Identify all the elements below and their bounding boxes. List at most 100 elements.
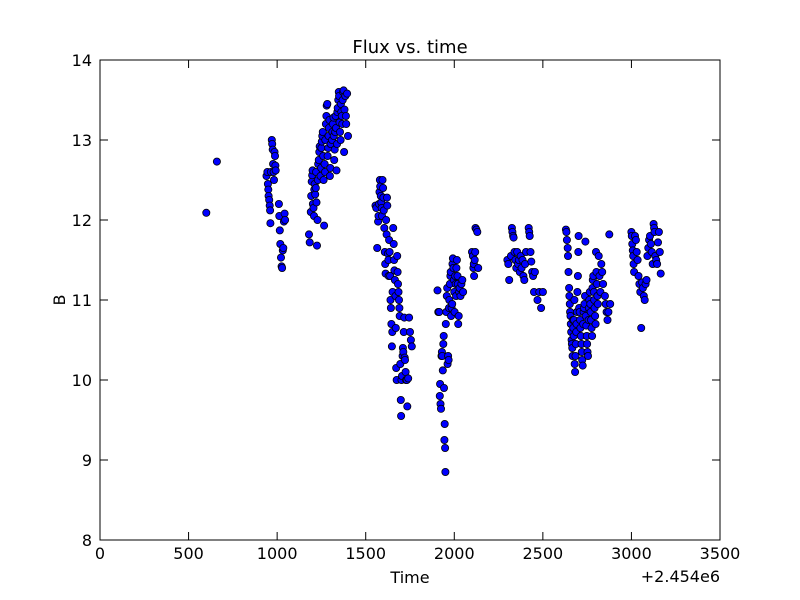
data-point (405, 327, 414, 336)
data-point (594, 251, 603, 260)
data-point (509, 233, 518, 242)
data-point (591, 311, 600, 320)
data-point (312, 241, 321, 250)
data-point (573, 271, 582, 280)
data-point (632, 247, 641, 256)
data-point (574, 247, 583, 256)
data-point (653, 259, 662, 268)
data-point (438, 366, 447, 375)
data-point (448, 299, 457, 308)
data-point (270, 151, 279, 160)
data-point (304, 230, 313, 239)
data-point (525, 231, 534, 240)
data-point (386, 303, 395, 312)
data-point (336, 135, 345, 144)
data-point (473, 227, 482, 236)
data-point (642, 275, 651, 284)
x-tick-label: 1000 (257, 544, 298, 563)
data-point (393, 251, 402, 260)
data-point (342, 120, 351, 129)
data-point (470, 271, 479, 280)
data-point (281, 215, 290, 224)
plot-frame (99, 59, 721, 541)
data-point (332, 166, 341, 175)
data-point (340, 147, 349, 156)
points-layer (202, 86, 665, 476)
data-point (606, 299, 615, 308)
data-point (504, 259, 513, 268)
y-axis-label: B (50, 295, 69, 306)
data-point (530, 267, 539, 276)
data-point (323, 100, 332, 109)
data-point (533, 295, 542, 304)
data-point (212, 157, 221, 166)
data-point (436, 404, 445, 413)
y-tick-label: 8 (82, 531, 92, 550)
data-point (538, 287, 547, 296)
ticks-layer: 0 500 1000 1500 2000 2500 3000 3500 8 9 10 11 12 13 14 (72, 51, 741, 563)
data-point (319, 175, 328, 184)
data-point (387, 342, 396, 351)
data-point (584, 351, 593, 360)
data-point (654, 238, 663, 247)
data-point (598, 267, 607, 276)
data-point (305, 238, 314, 247)
data-point (564, 267, 573, 276)
y-tick-label: 14 (72, 51, 92, 70)
data-point (405, 313, 414, 322)
data-point (604, 307, 613, 316)
data-point (597, 259, 606, 268)
data-point (655, 247, 664, 256)
data-point (393, 279, 402, 288)
data-point (470, 255, 479, 264)
x-tick-label: 1500 (345, 544, 386, 563)
data-point (562, 235, 571, 244)
x-tick-label: 0 (95, 544, 105, 563)
data-point (393, 267, 402, 276)
x-tick-label: 2500 (522, 544, 563, 563)
data-point (564, 251, 573, 260)
data-point (343, 131, 352, 140)
data-point (520, 275, 529, 284)
data-point (563, 243, 572, 252)
data-point (578, 361, 587, 370)
data-point (394, 295, 403, 304)
data-point (646, 239, 655, 248)
data-point (389, 239, 398, 248)
data-point (279, 243, 288, 252)
data-point (656, 269, 665, 278)
x-tick-label: 3500 (700, 544, 741, 563)
data-point (439, 383, 448, 392)
data-point (633, 255, 642, 264)
data-point (340, 105, 349, 114)
data-point (440, 435, 449, 444)
data-point (382, 193, 391, 202)
data-point (565, 283, 574, 292)
data-point (640, 295, 649, 304)
data-point (379, 183, 388, 192)
data-point (391, 323, 400, 332)
data-point (407, 342, 416, 351)
data-point (571, 351, 580, 360)
data-point (439, 331, 448, 340)
data-point (574, 231, 583, 240)
chart-title: Flux vs. time (352, 37, 467, 58)
x-tick-label: 3000 (611, 544, 652, 563)
data-point (433, 286, 442, 295)
data-point (458, 275, 467, 284)
data-point (634, 271, 643, 280)
data-point (435, 391, 444, 400)
data-point (570, 359, 579, 368)
data-point (403, 402, 412, 411)
data-point (593, 299, 602, 308)
data-point (526, 247, 535, 256)
data-point (591, 319, 600, 328)
data-point (637, 323, 646, 332)
data-point (311, 183, 320, 192)
data-point (571, 367, 580, 376)
data-point (389, 223, 398, 232)
data-point (454, 311, 463, 320)
data-point (452, 263, 461, 272)
data-point (269, 175, 278, 184)
